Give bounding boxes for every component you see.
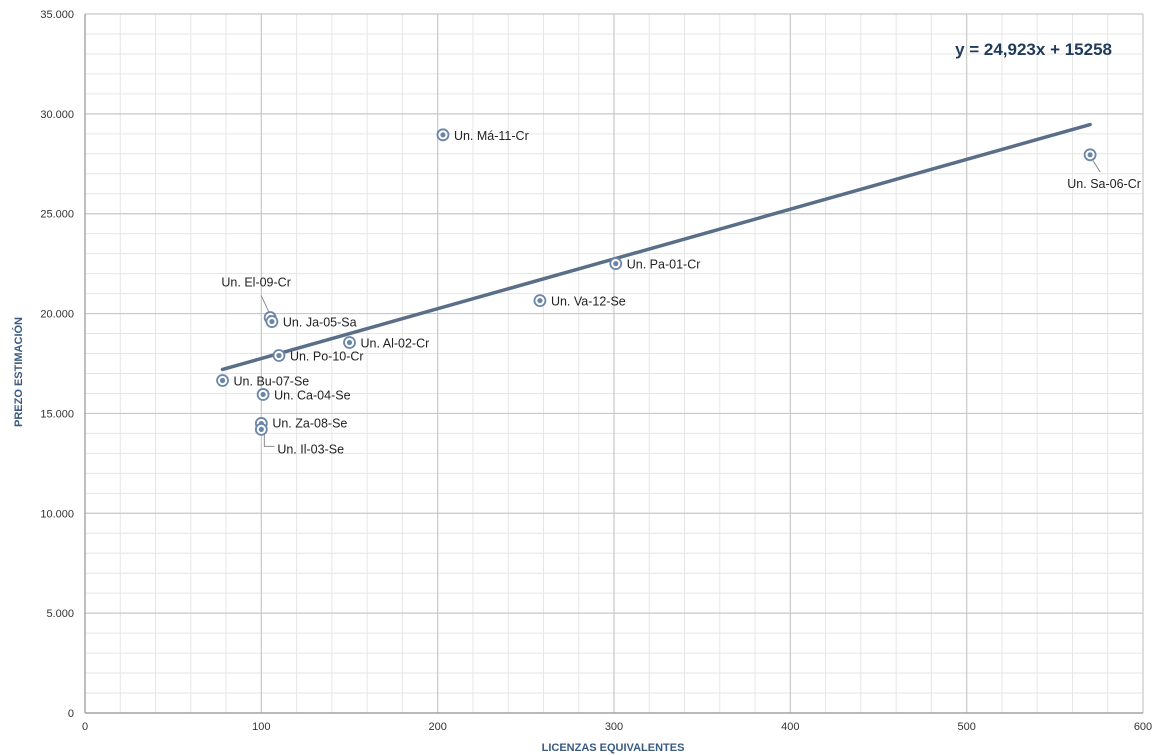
label-leader-line (260, 295, 270, 313)
y-axis-title: PREZO ESTIMACIÓN (12, 317, 25, 427)
data-label: Un. Ja-05-Sa (283, 316, 357, 330)
y-tick-label: 25.000 (40, 209, 74, 221)
data-point (216, 374, 229, 387)
trendline-equation: y = 24,923x + 15258 (955, 40, 1112, 59)
data-point-core (1087, 152, 1093, 158)
data-label: Un. Sa-06-Cr (1067, 177, 1141, 191)
data-point (609, 257, 623, 271)
tick-labels: 0 100 200 300 400 500 600 0 5.000 10.000 15.000 20.… (40, 9, 1152, 733)
trendline-group (220, 122, 1092, 372)
data-label: Un. Va-12-Se (551, 295, 626, 309)
data-point-core (260, 391, 266, 398)
data-point (436, 128, 450, 142)
x-tick-label: 500 (957, 721, 975, 733)
x-tick-label: 600 (1134, 721, 1152, 733)
data-point (1083, 148, 1097, 162)
x-tick-label: 100 (252, 721, 270, 733)
y-tick-label: 30.000 (40, 109, 74, 121)
data-label: Un. Bu-07-Se (234, 374, 310, 388)
data-point-core (440, 132, 446, 138)
x-tick-label: 300 (605, 721, 623, 733)
data-label: Un. Pa-01-Cr (627, 258, 701, 272)
grid (84, 13, 1144, 714)
x-tick-label: 0 (82, 721, 88, 733)
x-tick-label: 400 (781, 721, 799, 733)
data-point-core (613, 261, 619, 267)
trendline (220, 122, 1092, 372)
data-point (265, 315, 279, 328)
data-label: Un. Má-11-Cr (454, 129, 529, 143)
x-tick-label: 200 (428, 721, 446, 733)
data-label: Un. El-09-Cr (221, 276, 290, 290)
data-label: Un. Za-08-Se (272, 416, 347, 430)
x-axis-title: LICENZAS EQUIVALENTES (542, 742, 685, 754)
y-tick-label: 0 (68, 708, 74, 720)
y-tick-label: 35.000 (40, 9, 74, 21)
leader-lines (260, 160, 1101, 447)
data-points (216, 128, 1097, 436)
data-point (343, 336, 356, 349)
data-label: Un. Al-02-Cr (361, 337, 430, 351)
data-point-core (276, 352, 282, 359)
data-point (256, 388, 270, 401)
data-point-core (258, 426, 264, 433)
label-leader-line (263, 434, 275, 447)
y-tick-label: 20.000 (40, 309, 74, 321)
data-point-core (219, 377, 226, 384)
y-tick-label: 10.000 (40, 508, 74, 520)
data-label: Un. Po-10-Cr (290, 350, 364, 364)
data-point (533, 294, 547, 307)
data-point (254, 423, 268, 436)
y-tick-label: 15.000 (40, 408, 74, 420)
data-point-core (346, 339, 353, 346)
axes (84, 14, 1143, 714)
data-label: Un. Ca-04-Se (274, 388, 350, 402)
data-point-core (269, 318, 275, 325)
data-point-core (537, 297, 543, 304)
label-leader-line (1092, 160, 1101, 173)
data-label: Un. Il-03-Se (277, 442, 344, 456)
y-tick-label: 5.000 (46, 608, 74, 620)
data-point (272, 349, 286, 362)
data-labels: Un. Má-11-Cr Un. Sa-06-Cr Un. Pa-01-Cr Un. … (221, 129, 1141, 457)
